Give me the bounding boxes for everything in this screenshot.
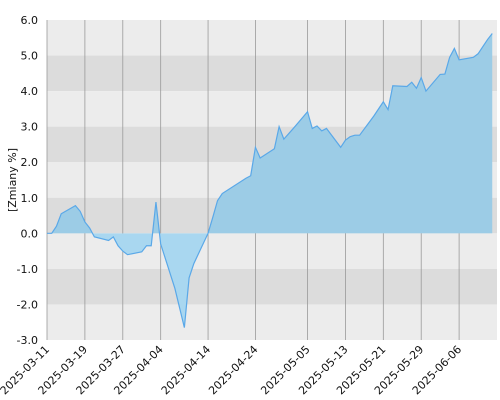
grid-band [47,20,497,56]
x-tick-label: 2025-04-24 [206,343,260,397]
y-tick-label: 3.0 [21,121,39,134]
y-tick-label: 0.0 [21,227,39,240]
y-tick-label: 6.0 [21,14,39,27]
y-axis-tick-labels: 6.0 5.0 4.0 3.0 2.0 1.0 0.0 -1.0 -2.0 -3.0 [17,14,38,347]
grid-band [47,304,497,340]
series-line-path [47,33,493,328]
y-tick-label: -3.0 [17,334,38,347]
area-positive [47,33,493,234]
y-tick-label: 5.0 [21,50,39,63]
x-axis-tick-labels: 2025-03-112025-03-192025-03-272025-04-04… [0,343,464,397]
grid-band [47,268,497,305]
y-tick-label: -2.0 [17,298,38,311]
y-tick-label: 4.0 [21,85,39,98]
y-axis-label: [Zmiany %] [6,148,19,212]
grid-band [47,55,497,92]
x-tick-label: 2025-04-14 [159,343,213,397]
y-tick-label: 2.0 [21,156,39,169]
series-line [47,33,493,328]
y-tick-label: 1.0 [21,192,39,205]
y-tick-label: -1.0 [17,263,38,276]
